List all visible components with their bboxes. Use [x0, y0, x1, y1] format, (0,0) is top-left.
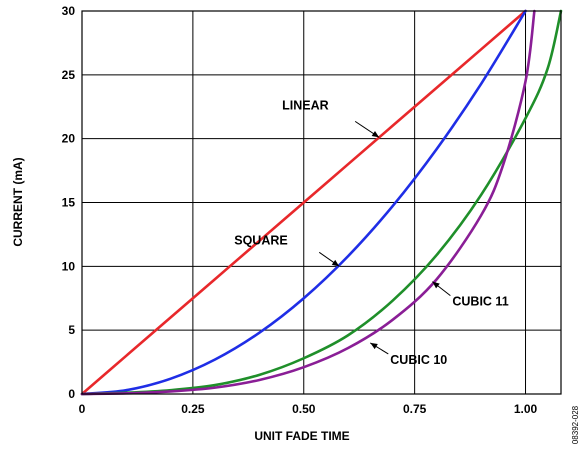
- y-tick-label: 10: [62, 259, 76, 273]
- y-tick-label: 25: [62, 68, 76, 82]
- annotation-label: LINEAR: [282, 98, 329, 112]
- tick-labels: 0 0.25 0.50 0.75 1.00 0 5 10 15 20 25 30: [62, 4, 538, 416]
- x-tick-label: 0: [79, 402, 86, 416]
- y-tick-label: 15: [62, 196, 76, 210]
- annotation-arrowhead: [331, 259, 340, 267]
- x-axis-label: UNIT FADE TIME: [254, 429, 349, 443]
- annotation-arrowhead: [371, 131, 380, 138]
- x-tick-label: 0.25: [181, 402, 205, 416]
- x-tick-label: 0.75: [403, 402, 427, 416]
- y-tick-label: 20: [62, 132, 76, 146]
- annotation-arrowhead: [432, 281, 440, 289]
- annotation-label: CUBIC 11: [452, 295, 508, 309]
- x-tick-label: 0.50: [292, 402, 316, 416]
- y-tick-label: 0: [68, 387, 75, 401]
- y-tick-label: 5: [68, 323, 75, 337]
- annotations: LINEAR SQUARE CUBIC 11 CUBIC 10: [234, 98, 508, 367]
- series-line-linear: [80, 9, 527, 396]
- annotation-arrowhead: [370, 342, 378, 350]
- grid: [82, 11, 561, 394]
- y-tick-label: 30: [62, 4, 76, 18]
- series-line-cubic-10: [80, 9, 536, 396]
- y-axis-label: CURRENT (mA): [11, 157, 25, 246]
- plot-frame: [81, 10, 562, 395]
- figure-id: 08392-028: [571, 405, 580, 444]
- series-group: [80, 9, 563, 396]
- annotation-label: CUBIC 10: [390, 353, 447, 367]
- annotation-label: SQUARE: [234, 233, 287, 247]
- x-tick-label: 1.00: [514, 402, 538, 416]
- series-line-square: [80, 9, 527, 396]
